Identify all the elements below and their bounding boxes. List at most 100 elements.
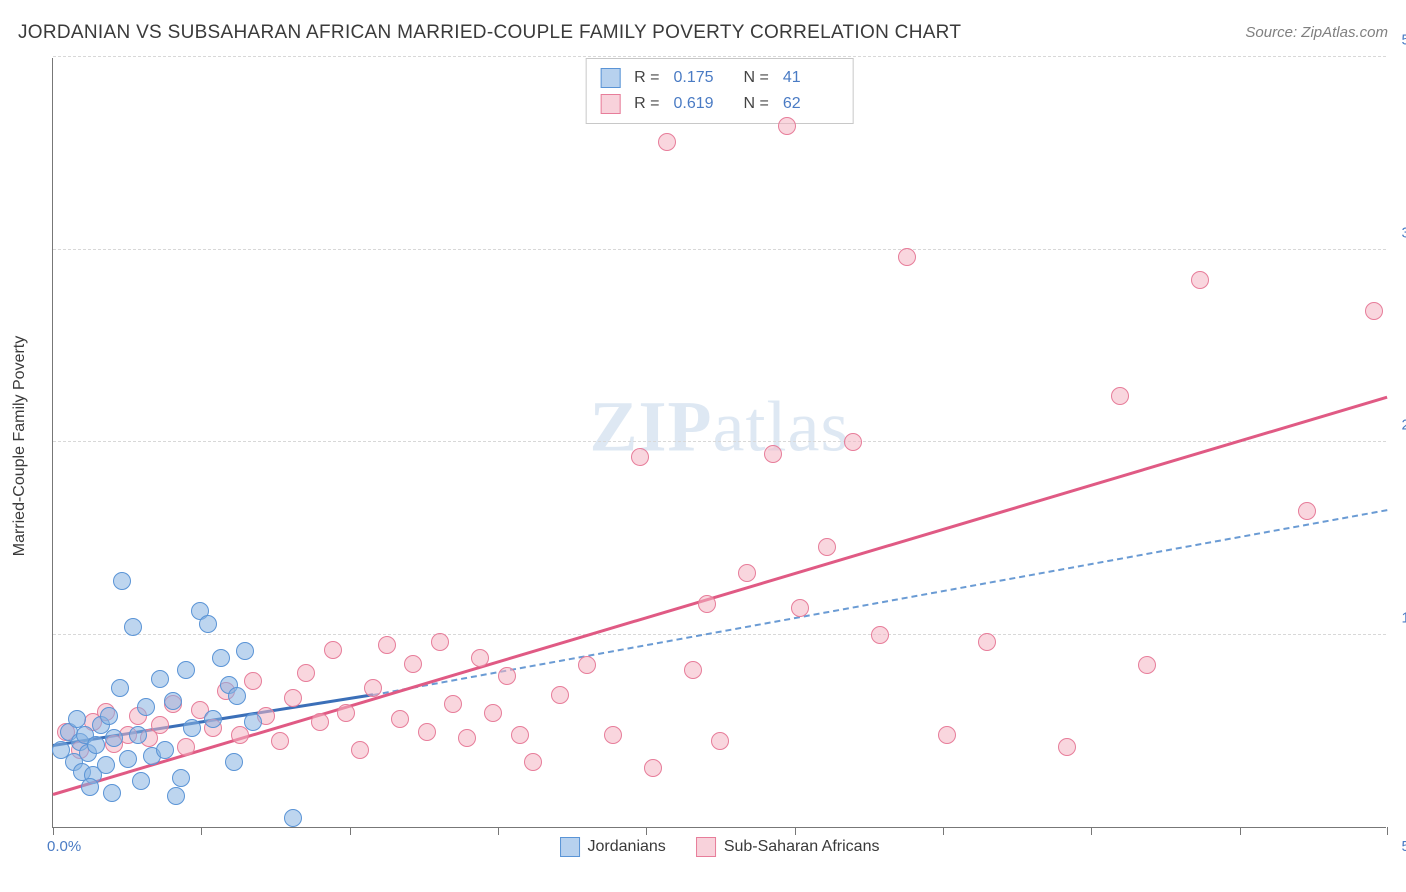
data-point xyxy=(236,642,254,660)
data-point xyxy=(684,661,702,679)
data-point xyxy=(778,117,796,135)
data-point xyxy=(204,710,222,728)
data-point xyxy=(151,716,169,734)
data-point xyxy=(1058,738,1076,756)
data-point xyxy=(177,738,195,756)
data-point xyxy=(124,618,142,636)
data-point xyxy=(898,248,916,266)
data-point xyxy=(978,633,996,651)
legend-item-blue: Jordanians xyxy=(560,837,666,857)
plot-area: ZIPatlas R = 0.175 N = 41 R = 0.619 N = … xyxy=(52,58,1386,828)
data-point xyxy=(578,656,596,674)
x-tick xyxy=(350,827,351,835)
data-point xyxy=(172,769,190,787)
data-point xyxy=(129,726,147,744)
x-axis-min-label: 0.0% xyxy=(47,838,81,855)
x-tick xyxy=(646,827,647,835)
data-point xyxy=(212,649,230,667)
x-tick xyxy=(498,827,499,835)
source-prefix: Source: xyxy=(1245,24,1301,41)
data-point xyxy=(604,726,622,744)
data-point xyxy=(284,809,302,827)
data-point xyxy=(551,686,569,704)
data-point xyxy=(113,572,131,590)
data-point xyxy=(631,448,649,466)
r-label: R = xyxy=(634,65,659,91)
x-axis-max-label: 50.0% xyxy=(1401,838,1406,855)
chart-title: JORDANIAN VS SUBSAHARAN AFRICAN MARRIED-… xyxy=(18,22,961,44)
data-point xyxy=(444,695,462,713)
data-point xyxy=(458,729,476,747)
gridline xyxy=(53,634,1386,635)
data-point xyxy=(1191,271,1209,289)
x-tick xyxy=(201,827,202,835)
legend-item-pink: Sub-Saharan Africans xyxy=(696,837,880,857)
y-tick-label: 12.5% xyxy=(1401,609,1406,626)
data-point xyxy=(791,599,809,617)
data-point xyxy=(228,687,246,705)
data-point xyxy=(418,723,436,741)
swatch-pink-icon xyxy=(600,94,620,114)
data-point xyxy=(818,538,836,556)
data-point xyxy=(132,772,150,790)
data-point xyxy=(164,692,182,710)
data-point xyxy=(844,433,862,451)
watermark: ZIPatlas xyxy=(590,386,850,469)
watermark-bold: ZIP xyxy=(590,387,713,467)
r-value-pink: 0.619 xyxy=(674,91,730,117)
data-point xyxy=(119,750,137,768)
data-point xyxy=(100,707,118,725)
data-point xyxy=(738,564,756,582)
data-point xyxy=(471,649,489,667)
data-point xyxy=(137,698,155,716)
data-point xyxy=(284,689,302,707)
data-point xyxy=(711,732,729,750)
legend-label-pink: Sub-Saharan Africans xyxy=(724,838,880,856)
x-tick xyxy=(1091,827,1092,835)
data-point xyxy=(199,615,217,633)
data-point xyxy=(1298,502,1316,520)
chart-container: JORDANIAN VS SUBSAHARAN AFRICAN MARRIED-… xyxy=(0,0,1406,892)
data-point xyxy=(698,595,716,613)
data-point xyxy=(225,753,243,771)
data-point xyxy=(511,726,529,744)
data-point xyxy=(644,759,662,777)
data-point xyxy=(167,787,185,805)
swatch-pink-icon xyxy=(696,837,716,857)
data-point xyxy=(87,736,105,754)
bottom-legend: Jordanians Sub-Saharan Africans xyxy=(560,837,880,857)
data-point xyxy=(484,704,502,722)
data-point xyxy=(1365,302,1383,320)
data-point xyxy=(337,704,355,722)
data-point xyxy=(297,664,315,682)
data-point xyxy=(324,641,342,659)
stats-row-blue: R = 0.175 N = 41 xyxy=(600,65,839,91)
data-point xyxy=(183,719,201,737)
data-point xyxy=(524,753,542,771)
r-value-blue: 0.175 xyxy=(674,65,730,91)
data-point xyxy=(151,670,169,688)
n-value-pink: 62 xyxy=(783,91,839,117)
y-tick-label: 50.0% xyxy=(1401,32,1406,49)
data-point xyxy=(378,636,396,654)
regression-line xyxy=(373,509,1387,696)
data-point xyxy=(81,778,99,796)
data-point xyxy=(244,713,262,731)
stats-row-pink: R = 0.619 N = 62 xyxy=(600,91,839,117)
data-point xyxy=(103,784,121,802)
data-point xyxy=(97,756,115,774)
x-tick xyxy=(943,827,944,835)
data-point xyxy=(764,445,782,463)
data-point xyxy=(938,726,956,744)
x-tick xyxy=(795,827,796,835)
data-point xyxy=(105,729,123,747)
gridline xyxy=(53,249,1386,250)
swatch-blue-icon xyxy=(560,837,580,857)
gridline xyxy=(53,56,1386,57)
data-point xyxy=(351,741,369,759)
swatch-blue-icon xyxy=(600,68,620,88)
data-point xyxy=(244,672,262,690)
legend-label-blue: Jordanians xyxy=(588,838,666,856)
n-value-blue: 41 xyxy=(783,65,839,91)
data-point xyxy=(658,133,676,151)
